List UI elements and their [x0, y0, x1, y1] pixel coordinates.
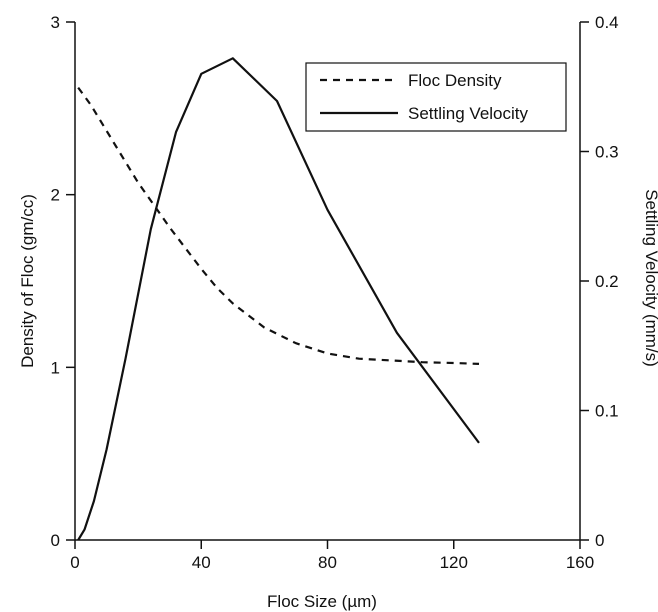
legend-label-settling-velocity: Settling Velocity [408, 104, 529, 123]
y-right-tick-label: 0.4 [595, 13, 619, 32]
y-right-tick-label: 0.2 [595, 272, 619, 291]
legend: Floc Density Settling Velocity [305, 62, 567, 132]
series-line-settling-velocity [77, 57, 480, 541]
x-tick-label: 160 [566, 553, 594, 572]
y-right-tick-label: 0.1 [595, 402, 619, 421]
y-left-axis-title: Density of Floc (gm/cc) [18, 194, 37, 368]
y-left-tick-label: 3 [51, 13, 60, 32]
legend-box [305, 62, 567, 132]
y-left-tick-label: 1 [51, 358, 60, 377]
x-tick-label: 0 [70, 553, 79, 572]
x-tick-label: 40 [192, 553, 211, 572]
legend-label-floc-density: Floc Density [408, 71, 502, 90]
y-left-tick-label: 0 [51, 531, 60, 550]
x-tick-label: 80 [318, 553, 337, 572]
x-axis-title: Floc Size (µm) [267, 592, 377, 611]
y-left-tick-label: 2 [51, 186, 60, 205]
y-right-tick-label: 0 [595, 531, 604, 550]
x-tick-label: 120 [440, 553, 468, 572]
y-right-axis-title: Settling Velocity (mm/s) [642, 189, 658, 367]
series-line-floc-density [77, 86, 480, 365]
series-layer [77, 57, 480, 541]
y-right-tick-label: 0.3 [595, 143, 619, 162]
